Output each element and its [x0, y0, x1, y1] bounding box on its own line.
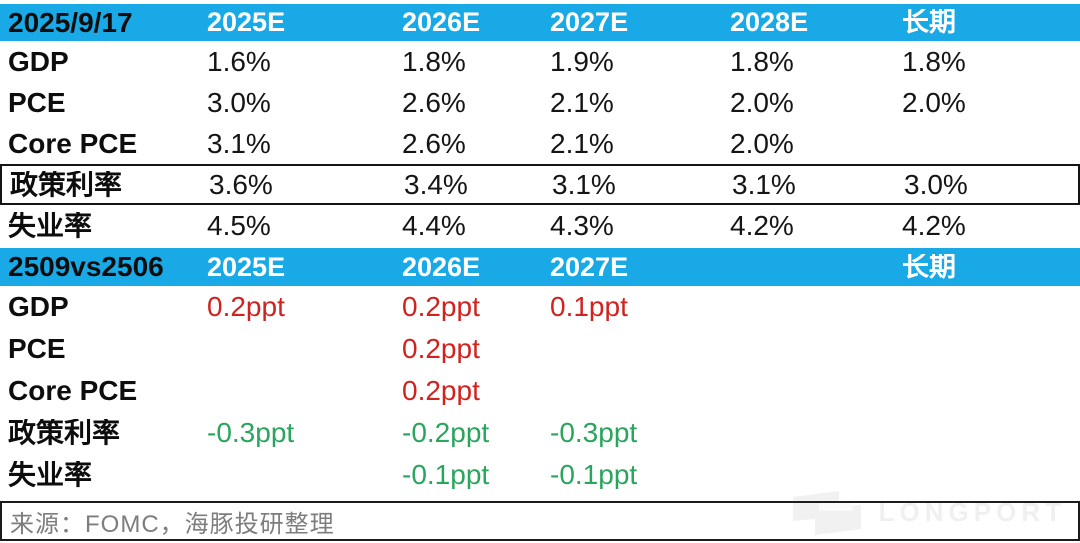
- table2-header-row: 2509vs2506 2025E 2026E 2027E 长期: [0, 248, 1080, 286]
- data-cell: 0.2ppt: [402, 377, 480, 405]
- row-label: 失业率: [8, 211, 93, 240]
- table2-header-2027e: 2027E: [550, 253, 629, 281]
- data-cell: 3.1%: [552, 170, 616, 199]
- data-cell: 2.0%: [730, 88, 794, 117]
- data-cell: 1.8%: [902, 47, 966, 76]
- row-label: PCE: [8, 335, 66, 363]
- data-cell: 4.3%: [550, 211, 614, 240]
- row-label: GDP: [8, 47, 69, 76]
- data-cell: -0.1ppt: [402, 461, 490, 489]
- data-cell: 1.8%: [730, 47, 794, 76]
- table1-header-date: 2025/9/17: [8, 8, 133, 37]
- table1-header-longterm: 长期: [902, 9, 956, 36]
- source-text: 来源：FOMC，海豚投研整理: [10, 510, 335, 538]
- row-label: 失业率: [8, 461, 93, 489]
- table-row-gdp: GDP 1.6% 1.8% 1.9% 1.8% 1.8%: [0, 41, 1080, 82]
- data-cell: 1.6%: [207, 47, 271, 76]
- data-cell: 0.2ppt: [402, 293, 480, 321]
- data-cell: 3.6%: [209, 170, 273, 199]
- data-cell: 2.6%: [402, 129, 466, 158]
- row-label: Core PCE: [8, 377, 138, 405]
- data-cell: 2.1%: [550, 129, 614, 158]
- row-label: 政策利率: [8, 419, 121, 447]
- data-cell: 2.1%: [550, 88, 614, 117]
- row-label: 政策利率: [10, 170, 123, 199]
- table1-header-2027e: 2027E: [550, 9, 629, 36]
- table1-header-2028e: 2028E: [730, 9, 809, 36]
- data-cell: 4.2%: [902, 211, 966, 240]
- table-row-core-pce: Core PCE 3.1% 2.6% 2.1% 2.0%: [0, 123, 1080, 164]
- data-cell: 4.2%: [730, 211, 794, 240]
- table-row-pce-change: PCE 0.2ppt: [0, 328, 1080, 370]
- table-row-pce: PCE 3.0% 2.6% 2.1% 2.0% 2.0%: [0, 82, 1080, 123]
- data-cell: 2.0%: [730, 129, 794, 158]
- table-row-unemployment-change: 失业率 -0.1ppt -0.1ppt: [0, 454, 1080, 496]
- table1-header-2026e: 2026E: [402, 9, 481, 36]
- row-label: PCE: [8, 88, 66, 117]
- data-cell: 2.0%: [902, 88, 966, 117]
- data-cell: 2.6%: [402, 88, 466, 117]
- data-cell: 0.1ppt: [550, 293, 628, 321]
- data-cell: 1.9%: [550, 47, 614, 76]
- data-cell: 3.1%: [207, 129, 271, 158]
- data-cell: -0.2ppt: [402, 419, 490, 447]
- table-row-gdp-change: GDP 0.2ppt 0.2ppt 0.1ppt: [0, 286, 1080, 328]
- projections-table: 2025/9/17 2025E 2026E 2027E 2028E 长期 GDP…: [0, 4, 1080, 246]
- table1-header-row: 2025/9/17 2025E 2026E 2027E 2028E 长期: [0, 4, 1080, 41]
- table1-header-2025e: 2025E: [207, 9, 286, 36]
- data-cell: 1.8%: [402, 47, 466, 76]
- data-cell: 4.5%: [207, 211, 271, 240]
- row-label: GDP: [8, 293, 69, 321]
- data-cell: 3.0%: [207, 88, 271, 117]
- table2-header-2026e: 2026E: [402, 253, 481, 281]
- table-row-policy-rate-change: 政策利率 -0.3ppt -0.2ppt -0.3ppt: [0, 412, 1080, 454]
- row-label: Core PCE: [8, 129, 138, 158]
- data-cell: 0.2ppt: [402, 335, 480, 363]
- table-row-unemployment: 失业率 4.5% 4.4% 4.3% 4.2% 4.2%: [0, 205, 1080, 246]
- data-cell: -0.3ppt: [550, 419, 638, 447]
- data-cell: 3.0%: [904, 170, 968, 199]
- data-cell: 0.2ppt: [207, 293, 285, 321]
- data-cell: -0.3ppt: [207, 419, 295, 447]
- source-bar: 来源：FOMC，海豚投研整理: [0, 501, 1080, 541]
- data-cell: 4.4%: [402, 211, 466, 240]
- table2-header-2025e: 2025E: [207, 253, 286, 281]
- table2-header-compare: 2509vs2506: [8, 253, 164, 281]
- table-row-core-pce-change: Core PCE 0.2ppt: [0, 370, 1080, 412]
- data-cell: 3.1%: [732, 170, 796, 199]
- revisions-table: 2509vs2506 2025E 2026E 2027E 长期 GDP 0.2p…: [0, 248, 1080, 496]
- table2-header-longterm: 长期: [902, 253, 956, 281]
- data-cell: 3.4%: [404, 170, 468, 199]
- data-cell: -0.1ppt: [550, 461, 638, 489]
- table-row-policy-rate-highlighted: 政策利率 3.6% 3.4% 3.1% 3.1% 3.0%: [0, 164, 1080, 205]
